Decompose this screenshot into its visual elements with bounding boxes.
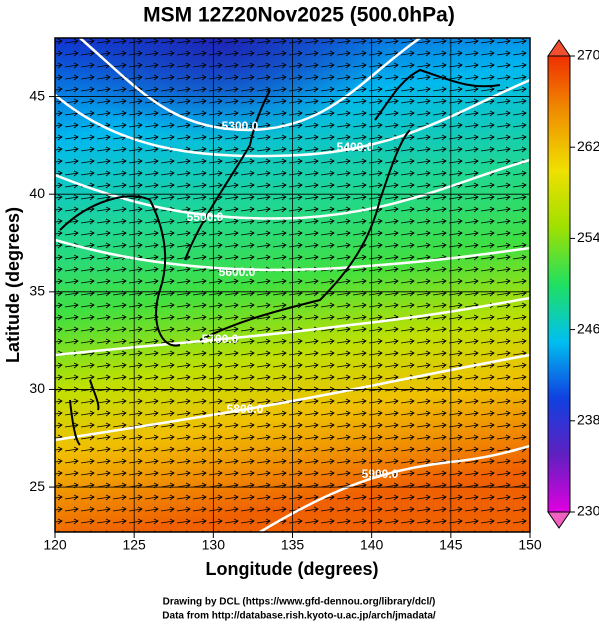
- colorbar-tick-label: 262: [577, 138, 599, 154]
- colorbar-tick-label: 270: [577, 47, 599, 63]
- contour-line: [55, 158, 530, 220]
- x-tick-label: 135: [281, 537, 305, 553]
- x-tick-label: 120: [43, 537, 67, 553]
- footer-line: Drawing by DCL (https://www.gfd-dennou.o…: [163, 597, 436, 608]
- y-tick-label: 40: [29, 185, 45, 201]
- y-axis-label: Latitude (degrees): [3, 207, 23, 363]
- x-tick-label: 140: [360, 537, 384, 553]
- contour-label: 5800.0: [227, 402, 264, 416]
- colorbar-tick-label: 246: [577, 320, 599, 336]
- colorbar-tick-label: 238: [577, 412, 599, 428]
- contour-line: [55, 238, 530, 272]
- coastline: [184, 89, 271, 261]
- footer-line: Data from http://database.rish.kyoto-u.a…: [162, 611, 436, 622]
- contour-label: 5400.0: [337, 140, 374, 154]
- contour-labels: 5300.0 5400.0 5500.0 5600.0 5700.0 5800.0 5900…: [187, 119, 399, 481]
- x-tick-label: 150: [518, 537, 542, 553]
- chart-title: MSM 12Z20Nov2025 (500.0hPa): [143, 4, 455, 27]
- colorbar-extend-bottom: [547, 511, 571, 529]
- coastlines: [59, 68, 501, 446]
- y-tick-label: 25: [29, 478, 45, 494]
- y-tick-label: 30: [29, 380, 45, 396]
- x-tick-label: 130: [202, 537, 226, 553]
- y-tick-label: 45: [29, 87, 45, 103]
- contours: [55, 38, 530, 532]
- contour-line: [79, 38, 421, 132]
- x-tick-label: 125: [122, 537, 146, 553]
- coastline: [59, 195, 181, 347]
- contour-label: 5500.0: [187, 210, 224, 224]
- coastline: [69, 379, 100, 446]
- colorbar-tick-label: 230: [577, 503, 599, 519]
- contour-label: 5300.0: [222, 119, 259, 133]
- coastline: [374, 68, 501, 121]
- contour-line: [55, 78, 530, 158]
- colorbar-tick-label: 254: [577, 229, 599, 245]
- contour-line: [55, 353, 530, 442]
- contour-label: 5600.0: [219, 265, 256, 279]
- x-axis-label: Longitude (degrees): [205, 559, 378, 579]
- x-tick-label: 145: [439, 537, 463, 553]
- contour-label: 5700.0: [202, 332, 239, 346]
- y-tick-label: 35: [29, 283, 45, 299]
- contour-label: 5900.0: [362, 467, 399, 481]
- contour-line: [55, 296, 530, 357]
- coastline: [199, 129, 411, 341]
- colorbar-extend-top: [547, 39, 571, 57]
- contour-line: [259, 444, 530, 532]
- colorbar: [547, 55, 571, 513]
